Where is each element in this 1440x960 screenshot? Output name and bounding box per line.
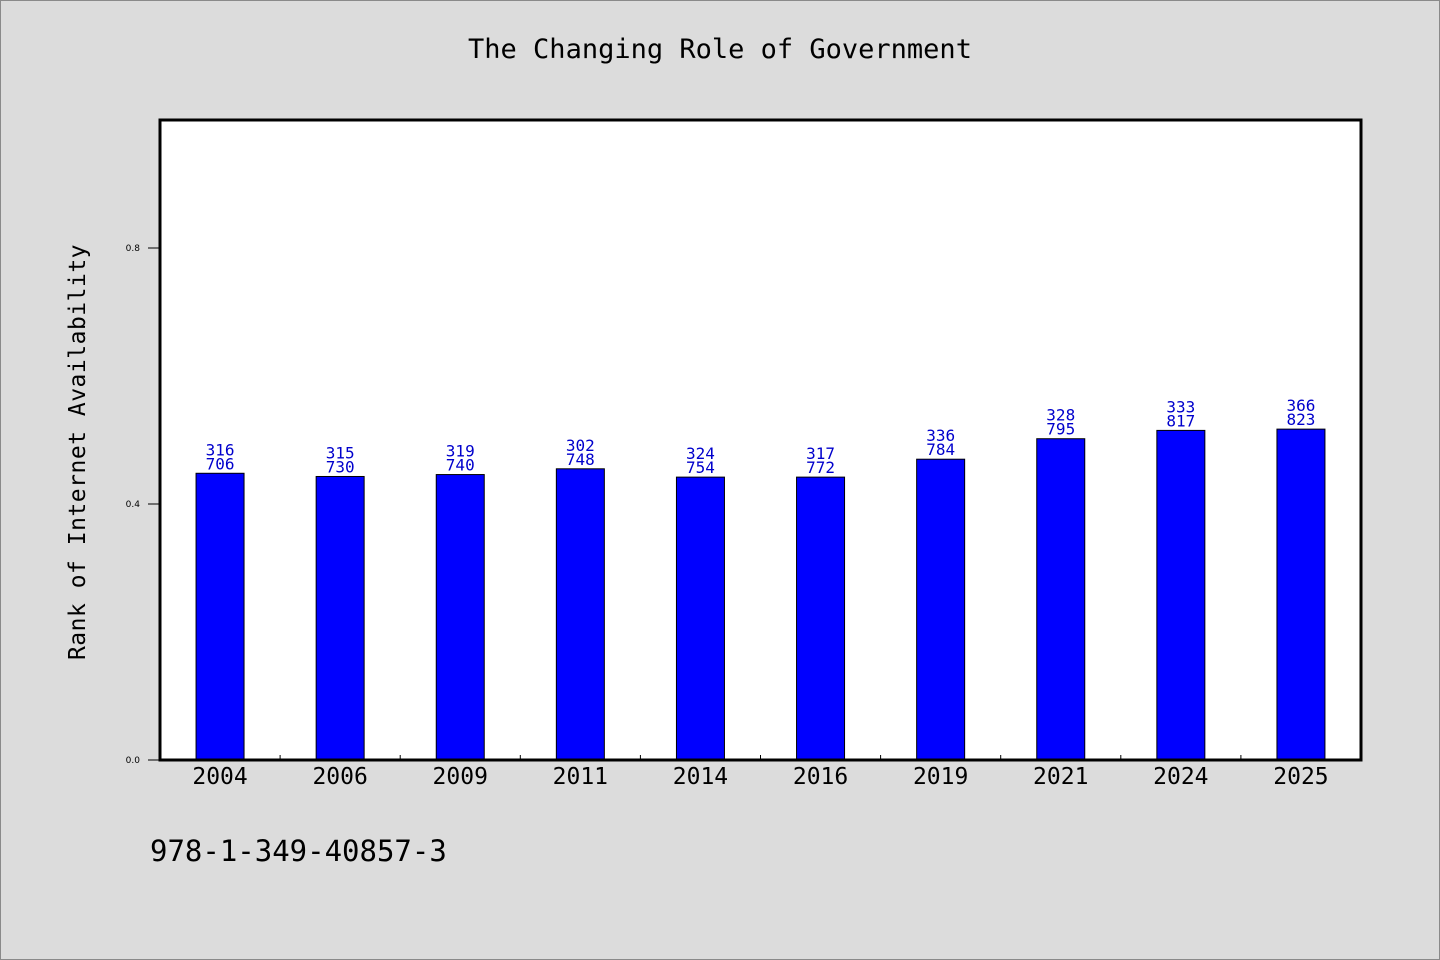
bar-data-label: 328 xyxy=(1046,406,1075,425)
x-tick-label: 2011 xyxy=(553,764,608,790)
bar-data-label: 316 xyxy=(206,440,235,459)
bar-data-label: 302 xyxy=(566,436,595,455)
bar xyxy=(435,474,485,761)
x-tick-label: 2025 xyxy=(1273,764,1328,790)
x-tick-label: 2006 xyxy=(312,764,367,790)
bar-data-label: 784 xyxy=(926,440,955,459)
x-tick-label: 2014 xyxy=(673,764,728,790)
y-tick-label: 0.8 xyxy=(126,244,141,254)
y-tick-label: 0.0 xyxy=(126,756,141,766)
bar-data-label: 366 xyxy=(1286,396,1315,415)
x-tick-label: 2024 xyxy=(1153,764,1208,790)
bar xyxy=(1036,438,1086,761)
bar-data-label: 748 xyxy=(566,450,595,469)
bar-data-label: 324 xyxy=(686,444,715,463)
bar xyxy=(916,458,966,761)
bar-data-label: 706 xyxy=(206,454,235,473)
x-tick-label: 2021 xyxy=(1033,764,1088,790)
bar-data-label: 817 xyxy=(1166,411,1195,430)
bar-data-label: 823 xyxy=(1286,410,1315,429)
bar xyxy=(1276,428,1326,761)
bar-data-label: 315 xyxy=(326,443,355,462)
bar-data-label: 319 xyxy=(446,442,475,461)
bar xyxy=(315,475,365,761)
y-tick-label: 0.4 xyxy=(126,500,141,510)
bar-data-label: 730 xyxy=(326,457,355,476)
bar-data-label: 336 xyxy=(926,426,955,445)
bar xyxy=(1156,429,1206,761)
bar-data-label: 772 xyxy=(806,458,835,477)
plot-border xyxy=(158,118,1363,762)
bar xyxy=(796,476,846,761)
bar-data-label: 795 xyxy=(1046,420,1075,439)
bar-data-label: 740 xyxy=(446,456,475,475)
x-tick-label: 2016 xyxy=(793,764,848,790)
x-tick-label: 2019 xyxy=(913,764,968,790)
bar xyxy=(195,472,245,761)
bar-data-label: 333 xyxy=(1166,397,1195,416)
bar-data-label: 754 xyxy=(686,458,715,477)
x-tick-label: 2004 xyxy=(192,764,247,790)
x-tick-label: 2009 xyxy=(433,764,488,790)
bar xyxy=(555,468,605,761)
footer-isbn: 978-1-349-40857-3 xyxy=(150,834,447,868)
bar-data-label: 317 xyxy=(806,444,835,463)
chart-title: The Changing Role of Government xyxy=(468,34,972,65)
bar xyxy=(675,476,725,761)
